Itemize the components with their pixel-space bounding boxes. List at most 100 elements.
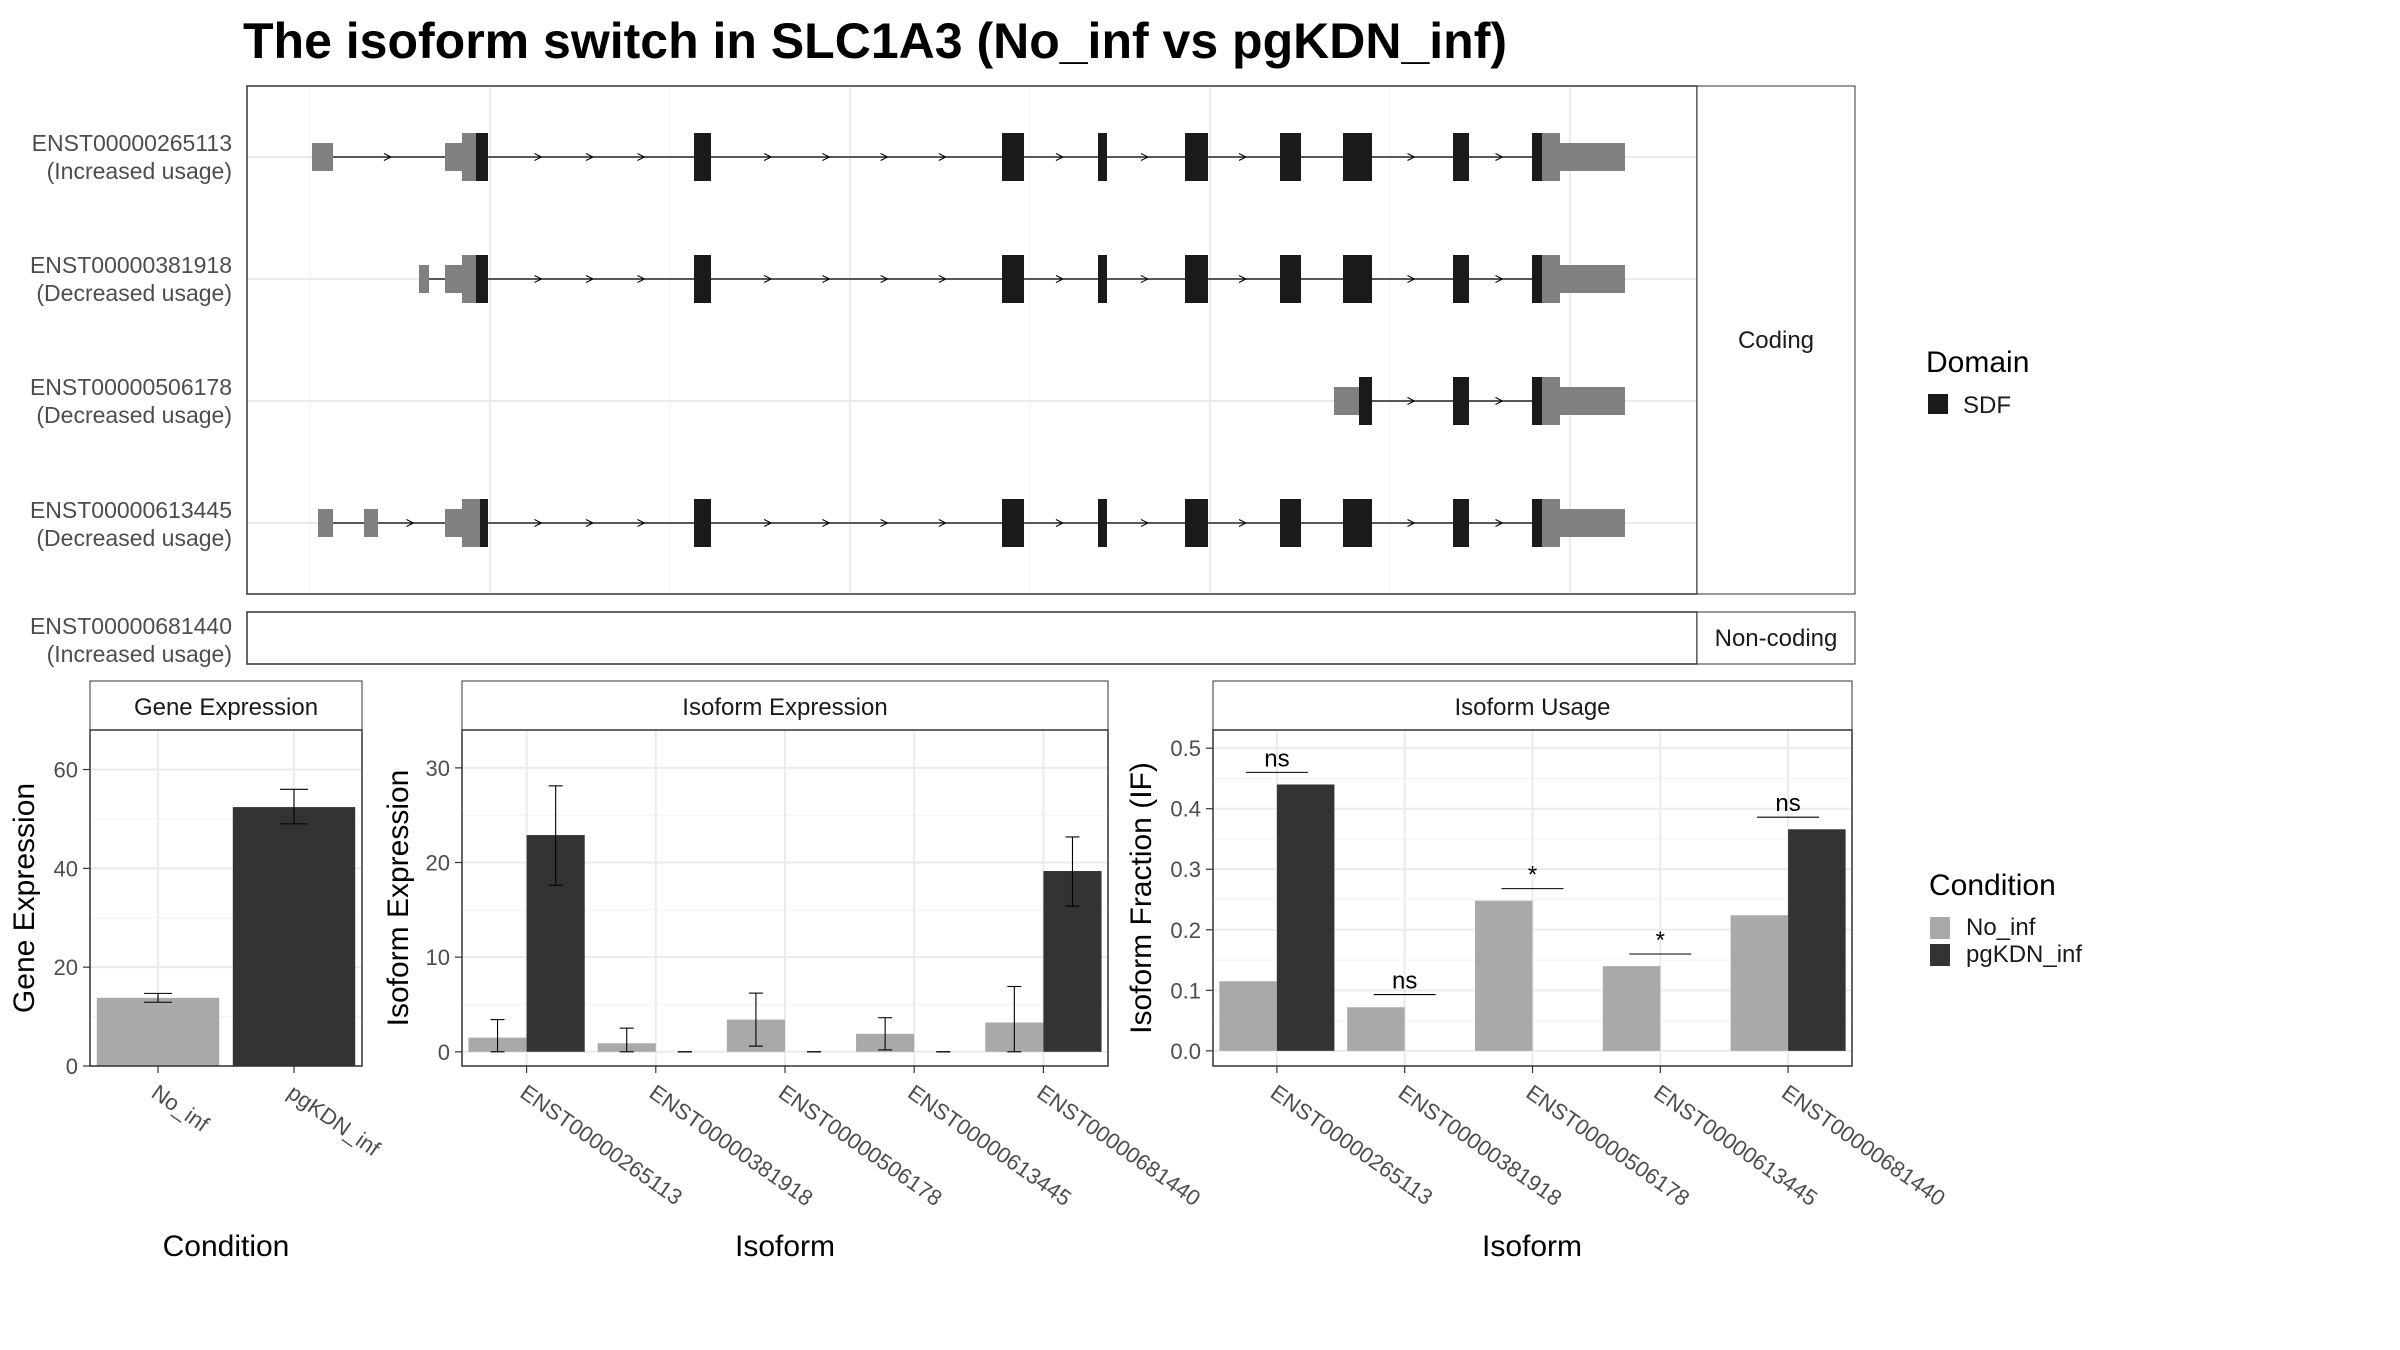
y-tick-label: 0.5 [1170,736,1201,761]
y-tick-label: 0 [66,1054,78,1079]
panel-strip [89,680,363,731]
y-tick-label: 10 [426,945,450,970]
significance-label: * [1656,927,1665,954]
bar [1602,966,1661,1051]
sdf-domain-exon [694,255,711,303]
sdf-domain-exon [694,499,711,547]
transcript-structure-panel: Coding Non-coding ENST00000265113 (Incre… [30,85,1856,667]
direction-arrow [763,153,773,161]
direction-arrow [1407,519,1416,527]
sdf-domain-exon [1453,499,1469,547]
bar [1276,784,1335,1051]
x-axis-title: Isoform [1482,1230,1582,1263]
utr-exon [419,265,429,293]
sdf-domain-exon [1343,499,1372,547]
utr-exon [445,265,462,293]
direction-arrow [822,275,831,283]
sdf-domain-exon [1098,133,1107,181]
transcript-id-label: ENST00000613445 [30,497,232,523]
direction-arrow [1055,275,1065,283]
direction-arrow [1055,519,1065,527]
sdf-domain-exon [1343,255,1372,303]
bar [96,997,220,1066]
panel-strip-label: Isoform Expression [682,694,887,721]
transcript-track [318,499,1625,547]
direction-arrow [1140,275,1150,283]
sdf-domain-exon [1532,255,1542,303]
y-tick-label: 60 [54,758,78,783]
domain-legend-swatch [1928,394,1948,414]
sdf-domain-exon [1453,255,1469,303]
direction-arrow [880,519,889,527]
direction-arrow [1238,275,1248,283]
sdf-domain-exon [1280,133,1301,181]
sdf-domain-exon [1453,133,1469,181]
significance-label: ns [1392,968,1417,995]
sdf-domain-exon [1098,499,1107,547]
panel-strip-label: Isoform Usage [1454,694,1610,721]
y-tick-label: 0.1 [1170,978,1201,1003]
direction-arrow [1140,153,1150,161]
y-tick-label: 0.0 [1170,1039,1201,1064]
significance-label: ns [1264,745,1289,772]
sdf-domain-exon [480,499,488,547]
condition-legend-swatch-no-inf [1930,917,1950,939]
sdf-domain-exon [1359,377,1372,425]
utr-exon [364,509,378,537]
sdf-domain-exon [476,255,488,303]
direction-arrow [880,153,889,161]
chart-panel-isoform-expression: Isoform Expression0102030ENST00000265113… [382,680,1205,1263]
bar [1219,981,1277,1051]
sdf-domain-exon [1002,255,1024,303]
sdf-domain-exon [694,133,711,181]
direction-arrow [585,275,595,283]
direction-arrow [585,153,595,161]
transcript-status-label: (Increased usage) [47,158,232,184]
utr-exon [318,509,333,537]
transcript-id-label: ENST00000506178 [30,374,232,400]
transcript-status-label: (Decreased usage) [36,402,232,428]
direction-arrow [763,519,773,527]
bar [1474,900,1533,1051]
bar [1788,829,1846,1051]
direction-arrow [938,153,947,161]
sdf-domain-exon [1453,377,1469,425]
transcript-id-label: ENST00000265113 [32,130,232,156]
direction-arrow [822,153,831,161]
sdf-domain-exon [1532,499,1542,547]
sdf-domain-exon [1002,133,1024,181]
x-axis-title: Condition [163,1230,290,1263]
direction-arrow [1055,153,1065,161]
utr-exon [445,143,462,171]
significance-label: * [1528,862,1537,889]
sdf-domain-exon [1002,499,1024,547]
significance-label: ns [1775,790,1800,817]
condition-legend: Condition No_inf pgKDN_inf [1929,869,2082,968]
cds-exon [462,255,476,303]
y-tick-label: 0.4 [1170,797,1201,822]
sdf-domain-exon [1185,133,1208,181]
transcript-status-label: (Increased usage) [47,641,232,667]
y-axis-title: Isoform Expression [382,770,415,1027]
chart-panel-gene-expression: Gene Expression 0 20 40 60 No_inf pgKDN_inf Gen… [8,680,385,1263]
direction-arrow [1495,153,1504,161]
transcript-status-label: (Decreased usage) [36,280,232,306]
direction-arrow [1407,397,1416,405]
y-tick-label: 20 [54,955,78,980]
bar [1347,1007,1405,1051]
domain-legend-title: Domain [1926,346,2029,379]
direction-arrow [1495,397,1504,405]
cds-exon [462,133,476,181]
direction-arrow [637,275,646,283]
y-tick-label: 40 [54,856,78,881]
direction-arrow [763,275,773,283]
condition-legend-item: No_inf [1966,914,2036,941]
direction-arrow [406,519,415,527]
y-tick-label: 0.2 [1170,918,1201,943]
utr-exon [312,143,333,171]
sdf-domain-exon [1343,133,1372,181]
direction-arrow [585,519,595,527]
panel-frame [89,729,363,1067]
transcript-id-label: ENST00000681440 [30,613,232,639]
